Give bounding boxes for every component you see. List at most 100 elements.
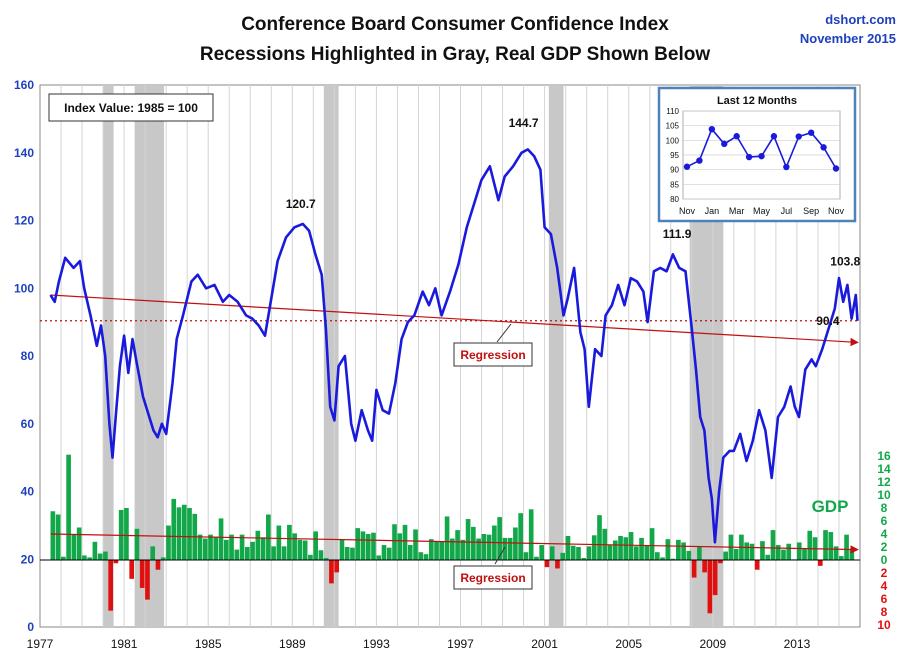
gdp-bars: [50, 454, 855, 614]
gdp-bar: [344, 547, 350, 560]
recession-band: [548, 85, 564, 627]
regression-callout-box: [453, 342, 533, 367]
gdp-axis-tick-label: 6: [881, 592, 888, 606]
gdp-bar: [586, 546, 592, 560]
gdp-bar: [733, 548, 739, 560]
gdp-bar: [350, 547, 355, 560]
gdp-bar: [250, 541, 255, 560]
gdp-bar: [76, 527, 82, 560]
regression-callout-leader: [496, 323, 512, 343]
gdp-bar: [360, 531, 366, 560]
gdp-bar: [245, 547, 250, 560]
gdp-bar: [82, 555, 87, 560]
gdp-bar: [287, 524, 292, 560]
gdp-bar: [365, 534, 371, 560]
gdp-bar: [187, 508, 192, 560]
gdp-axis-tick-label: 12: [877, 475, 891, 489]
gdp-bar: [392, 524, 397, 560]
gdp-axis-tick-label: 10: [877, 618, 891, 632]
gdp-bar: [181, 504, 187, 560]
gdp-bar: [234, 549, 240, 560]
inset-point: [770, 133, 778, 140]
gdp-bar: [297, 539, 303, 560]
gdp-bar: [434, 541, 439, 560]
inset-x-tick-label: Nov: [679, 206, 696, 216]
gdp-bar: [686, 550, 692, 560]
inset-x-tick-label: May: [753, 206, 771, 216]
gdp-bar: [386, 547, 392, 560]
gdp-bar: [276, 525, 282, 560]
inset-y-tick-label: 95: [670, 151, 679, 160]
gdp-bar: [497, 517, 502, 560]
left-axis-tick-label: 20: [21, 552, 35, 566]
gdp-bar: [255, 530, 261, 560]
gdp-bar: [92, 541, 98, 560]
index-value-box: [48, 93, 214, 122]
gdp-bar: [681, 542, 686, 560]
gdp-bar: [71, 534, 77, 560]
gdp-bar: [633, 546, 639, 560]
gdp-bar: [644, 545, 650, 560]
gdp-bar: [323, 558, 329, 560]
gdp-bar: [828, 532, 834, 560]
left-axis-tick-label: 0: [27, 620, 34, 634]
chart-title-line1: Conference Board Consumer Confidence Ind…: [241, 14, 669, 35]
gdp-bar: [471, 526, 476, 560]
gdp-bar: [402, 524, 408, 560]
gdp-bar: [565, 535, 571, 560]
gdp-bar: [786, 543, 792, 560]
gdp-bar: [655, 552, 660, 560]
x-axis-tick-label: 1989: [279, 637, 306, 651]
gdp-bar: [381, 545, 387, 560]
gdp-bar: [418, 552, 424, 560]
gdp-bar: [528, 509, 534, 560]
gdp-bar: [97, 553, 103, 560]
inset-x-tick-label: Mar: [729, 206, 745, 216]
gdp-bar: [266, 514, 271, 560]
inset-point: [696, 157, 703, 164]
gdp-bar: [481, 534, 487, 560]
inset-x-tick-label: Jul: [781, 206, 793, 216]
gdp-bar: [581, 558, 587, 560]
x-axis-tick-label: 1993: [363, 637, 390, 651]
gdp-bar: [202, 538, 208, 560]
gdp-bar: [623, 537, 629, 560]
gdp-bar: [754, 560, 760, 570]
gdp-bar: [765, 554, 771, 560]
gdp-bar: [518, 513, 523, 560]
gdp-axis-tick-label: 8: [881, 501, 888, 515]
gdp-axis-tick-label: 10: [877, 488, 891, 502]
gdp-bar: [260, 537, 266, 560]
gdp-bar: [570, 545, 576, 560]
inset-y-tick-label: 105: [666, 122, 680, 131]
date-label: November 2015: [800, 31, 896, 46]
gdp-bar: [213, 536, 219, 560]
gdp-bar: [702, 560, 707, 573]
gdp-bar: [423, 554, 429, 560]
regression-callout-text: Regression: [460, 348, 525, 362]
left-axis-ticks: 0 20 40 60 80 100 120 140 160: [14, 78, 34, 634]
chart-title-line2: Recessions Highlighted in Gray, Real GDP…: [200, 44, 711, 65]
gdp-bar: [544, 560, 550, 568]
gdp-bar: [697, 547, 702, 560]
gdp-bar: [87, 557, 92, 560]
gdp-bar: [676, 539, 681, 560]
gdp-bar: [534, 556, 539, 560]
gdp-bar: [302, 540, 308, 560]
left-axis-tick-label: 60: [21, 417, 35, 431]
x-axis-tick-label: 1997: [447, 637, 474, 651]
gdp-axis-tick-label: 2: [881, 566, 888, 580]
gdp-bar: [66, 454, 71, 560]
gdp-axis-tick-label: 14: [877, 462, 891, 476]
gdp-bar: [618, 535, 623, 560]
inset-y-tick-label: 100: [666, 136, 680, 145]
gdp-bar: [513, 527, 518, 560]
gdp-bar: [749, 543, 755, 560]
gdp-bar: [455, 530, 460, 560]
gdp-bar: [607, 545, 613, 560]
confidence-index-line: [49, 148, 859, 544]
gdp-axis-tick-label: 8: [881, 605, 888, 619]
gdp-bar: [413, 529, 418, 560]
gdp-bar: [50, 511, 56, 560]
gdp-bar: [124, 508, 129, 560]
